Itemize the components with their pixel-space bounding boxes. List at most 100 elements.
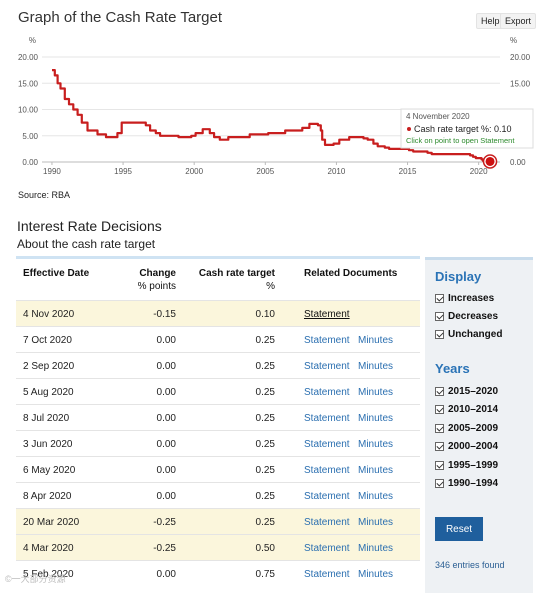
x-tick-label: 2020 bbox=[470, 167, 488, 176]
cash-rate-value: 0.25 bbox=[255, 361, 275, 372]
cash-rate-value: 0.25 bbox=[255, 335, 275, 346]
change-value: -0.15 bbox=[153, 309, 176, 320]
tooltip-hint: Click on point to open Statement bbox=[406, 136, 515, 145]
x-tick-label: 2015 bbox=[399, 167, 417, 176]
statement-link[interactable]: Statement bbox=[304, 465, 350, 476]
y-tick-label-left: 5.00 bbox=[22, 132, 38, 141]
table-row: 5 Aug 2020 0.00 0.25 Statement Minutes bbox=[16, 378, 420, 404]
export-button[interactable]: Export bbox=[500, 13, 537, 29]
change-value: 0.00 bbox=[156, 439, 176, 450]
y-tick-label-right: 15.00 bbox=[510, 79, 531, 88]
change-value: 0.00 bbox=[156, 413, 176, 424]
effective-date: 6 May 2020 bbox=[23, 465, 76, 476]
highlight-point bbox=[485, 156, 495, 166]
header-change: Change % points bbox=[138, 267, 176, 293]
checkbox-label: 2005–2009 bbox=[448, 422, 499, 434]
x-tick-label: 2010 bbox=[328, 167, 346, 176]
statement-link[interactable]: Statement bbox=[304, 491, 350, 502]
checkbox-checked-icon bbox=[435, 386, 444, 396]
checkbox-label: 2000–2004 bbox=[448, 441, 499, 452]
checkbox-checked-icon bbox=[435, 423, 444, 433]
effective-date: 7 Oct 2020 bbox=[23, 335, 72, 346]
minutes-link[interactable]: Minutes bbox=[358, 465, 394, 476]
table-row: 8 Jul 2020 0.00 0.25 Statement Minutes bbox=[16, 404, 420, 430]
checkbox-label: Unchanged bbox=[448, 328, 503, 340]
cash-rate-value: 0.25 bbox=[255, 387, 275, 398]
minutes-link[interactable]: Minutes bbox=[358, 543, 394, 554]
statement-link[interactable]: Statement bbox=[304, 543, 350, 554]
change-value: 0.00 bbox=[156, 335, 176, 346]
y-tick-label-right: 0.00 bbox=[510, 158, 526, 167]
checkbox-checked-icon bbox=[435, 293, 444, 303]
statement-link[interactable]: Statement bbox=[304, 517, 350, 528]
change-value: -0.25 bbox=[153, 517, 176, 528]
table-row: 5 Feb 2020 0.00 0.75 Statement Minutes bbox=[16, 560, 420, 586]
change-value: 0.00 bbox=[156, 465, 176, 476]
minutes-link[interactable]: Minutes bbox=[358, 569, 394, 580]
header-change-label: Change bbox=[139, 268, 176, 279]
checkbox-checked-icon bbox=[435, 329, 444, 339]
change-value: 0.00 bbox=[156, 387, 176, 398]
y-tick-label-left: 20.00 bbox=[18, 53, 39, 62]
tooltip-series-dot bbox=[407, 127, 411, 131]
statement-link[interactable]: Statement bbox=[304, 361, 350, 372]
filter-checkbox[interactable]: 2015–2020 bbox=[435, 384, 498, 398]
statement-link[interactable]: Statement bbox=[304, 569, 350, 580]
statement-link[interactable]: Statement bbox=[304, 387, 350, 398]
effective-date: 3 Jun 2020 bbox=[23, 439, 73, 450]
section-subtitle: About the cash rate target bbox=[17, 237, 156, 251]
cash-rate-value: 0.50 bbox=[255, 543, 275, 554]
y-tick-label-right: 20.00 bbox=[510, 53, 531, 62]
minutes-link[interactable]: Minutes bbox=[358, 387, 394, 398]
header-rate-label: Cash rate target bbox=[198, 268, 275, 279]
header-change-unit: % points bbox=[137, 281, 176, 292]
tooltip-date: 4 November 2020 bbox=[406, 112, 470, 121]
chart-title: Graph of the Cash Rate Target bbox=[18, 9, 223, 26]
tooltip-box bbox=[400, 108, 534, 149]
filter-checkbox[interactable]: 2000–2004 bbox=[435, 440, 498, 454]
minutes-link[interactable]: Minutes bbox=[358, 413, 394, 424]
checkbox-label: Increases bbox=[448, 292, 495, 304]
filter-checkbox[interactable]: 1990–1994 bbox=[435, 477, 498, 491]
table-row: 4 Nov 2020 -0.15 0.10 Statement bbox=[16, 300, 420, 326]
filter-checkbox[interactable]: Increases bbox=[435, 291, 494, 305]
table-row: 7 Oct 2020 0.00 0.25 Statement Minutes bbox=[16, 326, 420, 352]
minutes-link[interactable]: Minutes bbox=[358, 335, 394, 346]
minutes-link[interactable]: Minutes bbox=[358, 491, 394, 502]
statement-link[interactable]: Statement bbox=[304, 335, 350, 346]
minutes-link[interactable]: Minutes bbox=[358, 361, 394, 372]
filter-checkbox[interactable]: Unchanged bbox=[435, 327, 502, 341]
filter-checkbox[interactable]: 2005–2009 bbox=[435, 421, 498, 435]
minutes-link[interactable]: Minutes bbox=[358, 517, 394, 528]
chart-source: Source: RBA bbox=[18, 190, 71, 200]
effective-date: 4 Nov 2020 bbox=[23, 309, 75, 320]
checkbox-checked-icon bbox=[435, 460, 444, 470]
statement-link[interactable]: Statement bbox=[304, 439, 350, 450]
filter-checkbox[interactable]: 1995–1999 bbox=[435, 458, 498, 472]
table-body: 4 Nov 2020 -0.15 0.10 Statement 7 Oct 2020 0.… bbox=[16, 300, 420, 586]
filter-panel: Display Increases Decreases Unchanged Year… bbox=[425, 257, 533, 593]
statement-link[interactable]: Statement bbox=[304, 413, 350, 424]
checkbox-label: 2010–2014 bbox=[448, 404, 499, 415]
decisions-table: Effective Date Change % points Cash rate… bbox=[16, 256, 420, 586]
effective-date: 4 Mar 2020 bbox=[23, 543, 74, 554]
x-tick-label: 1990 bbox=[43, 167, 61, 176]
cash-rate-chart: 20.00 15.00 10.00 5.00 0.00 20.00 15.00 0.00% % 1… bbox=[18, 36, 534, 176]
reset-button[interactable]: Reset bbox=[435, 517, 483, 541]
x-tick-label: 2000 bbox=[185, 167, 203, 176]
table-row: 4 Mar 2020 -0.25 0.50 Statement Minutes bbox=[16, 534, 420, 560]
effective-date: 2 Sep 2020 bbox=[23, 361, 75, 372]
header-rate-unit: % bbox=[266, 281, 275, 292]
entries-count: 346 entries found bbox=[435, 560, 505, 570]
table-row: 2 Sep 2020 0.00 0.25 Statement Minutes bbox=[16, 352, 420, 378]
minutes-link[interactable]: Minutes bbox=[358, 439, 394, 450]
change-value: 0.00 bbox=[156, 361, 176, 372]
filter-checkbox[interactable]: Decreases bbox=[435, 309, 498, 323]
cash-rate-value: 0.25 bbox=[255, 413, 275, 424]
x-tick-label: 2005 bbox=[256, 167, 274, 176]
filter-checkbox[interactable]: 2010–2014 bbox=[435, 403, 498, 417]
statement-link[interactable]: Statement bbox=[304, 309, 350, 320]
header-date: Effective Date bbox=[23, 268, 90, 279]
years-title: Years bbox=[435, 361, 470, 376]
tooltip-value: Cash rate target %: 0.10 bbox=[414, 124, 512, 134]
